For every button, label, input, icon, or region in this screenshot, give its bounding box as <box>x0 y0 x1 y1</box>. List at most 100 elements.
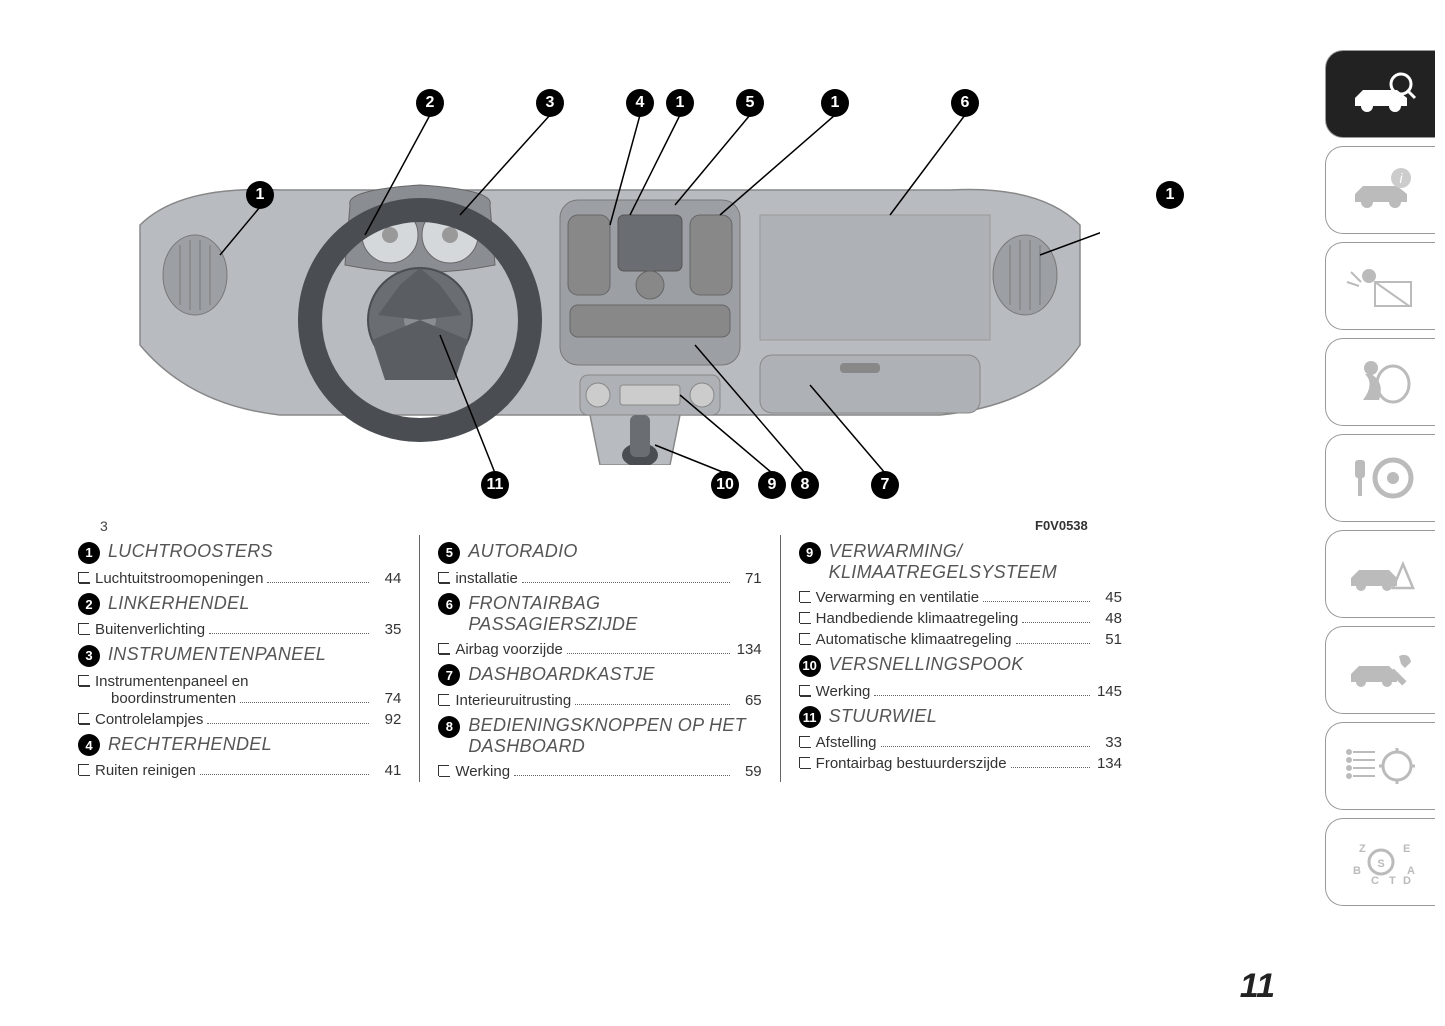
sidebar-tab-keys-wheel[interactable] <box>1325 434 1435 522</box>
section-number: 7 <box>438 664 460 686</box>
index-entry: installatie71 <box>438 568 761 587</box>
sidebar-tab-service[interactable] <box>1325 626 1435 714</box>
entry-label: Handbediende klimaatregeling <box>816 610 1019 627</box>
index-entry: Afstelling33 <box>799 732 1122 751</box>
section-number: 11 <box>799 706 821 728</box>
callout-1: 1 <box>1156 181 1184 209</box>
section-number: 4 <box>78 734 100 756</box>
callout-10: 10 <box>711 471 739 499</box>
entry-marker-icon <box>799 633 810 644</box>
overview-icon <box>1345 66 1417 122</box>
section-title: FRONTAIRBAG PASSAGIERSZIJDE <box>468 593 761 635</box>
sidebar-tab-specs[interactable] <box>1325 722 1435 810</box>
service-icon <box>1345 642 1417 698</box>
entry-page: 45 <box>1094 589 1122 606</box>
svg-text:S: S <box>1377 858 1384 870</box>
section-8: 8 BEDIENINGSKNOPPEN OP HET DASHBOARD <box>438 715 761 757</box>
entry-marker-icon <box>78 572 89 583</box>
section-title: VERSNELLINGSPOOK <box>829 654 1024 675</box>
entry-label: Buitenverlichting <box>95 621 205 638</box>
section-9: 9 VERWARMING/ KLIMAATREGELSYSTEEM <box>799 541 1122 583</box>
lights-icon <box>1345 258 1417 314</box>
warning-icon <box>1345 546 1417 602</box>
entry-page: 44 <box>373 570 401 587</box>
entry-label: Automatische klimaatregeling <box>816 631 1012 648</box>
index-entry: Controlelampjes 92 <box>78 709 401 728</box>
svg-text:B: B <box>1353 865 1361 877</box>
index-entry: Frontairbag bestuurderszijde 134 <box>799 753 1122 772</box>
index-entry: Verwarming en ventilatie45 <box>799 587 1122 606</box>
entry-marker-icon <box>799 591 810 602</box>
callout-2: 2 <box>416 89 444 117</box>
svg-text:C: C <box>1371 875 1379 887</box>
entry-marker-icon <box>78 675 89 686</box>
sidebar-tab-warning[interactable] <box>1325 530 1435 618</box>
entry-page: 51 <box>1094 631 1122 648</box>
entry-marker-icon <box>799 757 810 768</box>
index-columns: 1LUCHTROOSTERSLuchtuitstroomopeningen442… <box>60 535 1140 782</box>
entry-marker-icon <box>438 643 449 654</box>
section-title: VERWARMING/ KLIMAATREGELSYSTEEM <box>829 541 1122 583</box>
sidebar-tab-lights[interactable] <box>1325 242 1435 330</box>
entry-label: Afstelling <box>816 734 877 751</box>
svg-text:E: E <box>1403 843 1410 855</box>
entry-page: 48 <box>1094 610 1122 627</box>
entry-page: 92 <box>373 711 401 728</box>
section-title: STUURWIEL <box>829 706 937 727</box>
section-title: AUTORADIO <box>468 541 577 562</box>
section-number: 8 <box>438 716 460 738</box>
entry-page: 59 <box>734 763 762 780</box>
section-title: LUCHTROOSTERS <box>108 541 273 562</box>
entry-marker-icon <box>799 736 810 747</box>
section-7: 7 DASHBOARDKASTJE <box>438 664 761 687</box>
section-title: DASHBOARDKASTJE <box>468 664 655 685</box>
sidebar-tab-safety[interactable] <box>1325 338 1435 426</box>
entry-marker-icon <box>799 612 810 623</box>
section-title: BEDIENINGSKNOPPEN OP HET DASHBOARD <box>468 715 761 757</box>
callout-7: 7 <box>871 471 899 499</box>
sidebar-tab-info[interactable]: i <box>1325 146 1435 234</box>
index-entry: Werking59 <box>438 761 761 780</box>
callout-3: 3 <box>536 89 564 117</box>
section-number: 9 <box>799 542 821 564</box>
entry-page: 35 <box>373 621 401 638</box>
callout-1: 1 <box>666 89 694 117</box>
entry-label: Ruiten reinigen <box>95 762 196 779</box>
figure-number: 3 <box>100 518 108 534</box>
index-entry: Handbediende klimaatregeling 48 <box>799 608 1122 627</box>
callout-1: 1 <box>821 89 849 117</box>
section-title: RECHTERHENDEL <box>108 734 272 755</box>
section-4: 4 RECHTERHENDEL <box>78 734 401 757</box>
section-1: 1LUCHTROOSTERS <box>78 541 401 564</box>
section-number: 6 <box>438 593 460 615</box>
entry-label: Frontairbag bestuurderszijde <box>816 755 1007 772</box>
entry-marker-icon <box>78 623 89 634</box>
section-number: 3 <box>78 645 100 667</box>
callout-11: 11 <box>481 471 509 499</box>
entry-marker-icon <box>78 764 89 775</box>
section-number: 2 <box>78 593 100 615</box>
index-entry: Werking 145 <box>799 681 1122 700</box>
specs-icon <box>1345 738 1417 794</box>
section-title: INSTRUMENTENPANEEL <box>108 644 326 665</box>
callout-9: 9 <box>758 471 786 499</box>
section-11: 11 STUURWIEL <box>799 706 1122 729</box>
sidebar-tab-gearbox[interactable]: SZEBACTD <box>1325 818 1435 906</box>
safety-icon <box>1345 354 1417 410</box>
callout-5: 5 <box>736 89 764 117</box>
section-5: 5AUTORADIO <box>438 541 761 564</box>
entry-page: 41 <box>373 762 401 779</box>
entry-label: Controlelampjes <box>95 711 203 728</box>
entry-marker-icon <box>799 685 810 696</box>
sidebar-tab-overview[interactable] <box>1325 50 1435 138</box>
index-entry: Airbag voorzijde134 <box>438 639 761 658</box>
entry-page: 134 <box>1094 755 1122 772</box>
index-entry: Ruiten reinigen 41 <box>78 760 401 779</box>
entry-marker-icon <box>78 713 89 724</box>
image-code: F0V0538 <box>1035 518 1088 533</box>
page-number: 11 <box>1240 967 1275 1006</box>
entry-label: Werking <box>816 683 871 700</box>
svg-text:T: T <box>1389 875 1396 887</box>
entry-page: 134 <box>734 641 762 658</box>
entry-page: 145 <box>1094 683 1122 700</box>
